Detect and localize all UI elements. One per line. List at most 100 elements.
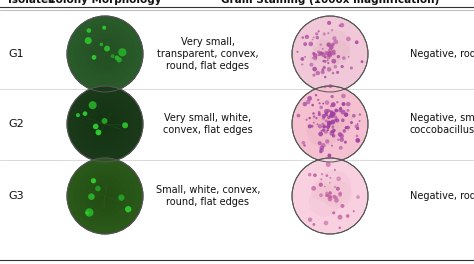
Text: Isolates: Isolates xyxy=(8,0,54,5)
Circle shape xyxy=(101,118,108,124)
Circle shape xyxy=(334,109,338,112)
Circle shape xyxy=(306,100,310,104)
Text: Negative, rod, short: Negative, rod, short xyxy=(410,49,474,59)
Text: Small, white, convex,
round, flat edges: Small, white, convex, round, flat edges xyxy=(156,185,260,207)
Circle shape xyxy=(95,114,115,134)
Circle shape xyxy=(69,88,141,160)
Circle shape xyxy=(334,118,337,121)
Circle shape xyxy=(87,28,91,33)
Circle shape xyxy=(356,127,359,130)
Circle shape xyxy=(315,57,317,59)
Circle shape xyxy=(312,73,316,77)
Circle shape xyxy=(100,191,110,201)
Circle shape xyxy=(79,28,131,80)
Circle shape xyxy=(322,114,326,118)
Circle shape xyxy=(111,54,115,58)
Circle shape xyxy=(329,121,333,125)
Circle shape xyxy=(319,106,323,109)
Circle shape xyxy=(346,126,350,129)
Circle shape xyxy=(322,129,325,132)
Circle shape xyxy=(309,42,313,46)
Circle shape xyxy=(329,131,334,136)
Circle shape xyxy=(331,125,334,128)
Circle shape xyxy=(325,192,329,195)
Circle shape xyxy=(308,173,311,176)
Circle shape xyxy=(325,139,329,144)
Circle shape xyxy=(318,124,322,129)
Circle shape xyxy=(343,129,346,133)
Circle shape xyxy=(315,94,317,96)
Circle shape xyxy=(309,185,340,217)
Circle shape xyxy=(308,124,312,128)
Circle shape xyxy=(322,103,324,105)
Circle shape xyxy=(296,51,299,53)
Circle shape xyxy=(334,65,337,69)
Circle shape xyxy=(330,120,335,124)
Circle shape xyxy=(318,111,320,114)
Circle shape xyxy=(324,129,328,134)
Circle shape xyxy=(311,104,314,106)
Circle shape xyxy=(338,193,342,197)
Circle shape xyxy=(332,134,335,138)
Circle shape xyxy=(328,197,332,201)
Circle shape xyxy=(340,204,345,208)
Circle shape xyxy=(85,37,91,44)
Circle shape xyxy=(337,215,343,220)
Circle shape xyxy=(317,99,319,101)
Circle shape xyxy=(319,43,322,46)
Circle shape xyxy=(118,195,125,201)
Circle shape xyxy=(301,57,304,61)
Circle shape xyxy=(346,109,349,112)
Circle shape xyxy=(321,53,325,57)
Circle shape xyxy=(324,51,328,55)
Circle shape xyxy=(319,102,321,104)
Circle shape xyxy=(100,119,110,129)
Circle shape xyxy=(355,40,359,44)
Circle shape xyxy=(317,123,319,125)
Circle shape xyxy=(95,186,100,191)
Circle shape xyxy=(95,186,115,206)
Circle shape xyxy=(346,102,351,106)
Circle shape xyxy=(328,48,332,53)
Circle shape xyxy=(337,55,340,58)
Circle shape xyxy=(328,195,332,199)
Circle shape xyxy=(318,30,350,62)
Circle shape xyxy=(345,126,348,129)
Circle shape xyxy=(356,138,360,143)
Circle shape xyxy=(327,112,328,114)
Circle shape xyxy=(86,211,89,215)
Circle shape xyxy=(82,111,87,116)
Circle shape xyxy=(303,42,307,46)
Circle shape xyxy=(327,21,331,25)
Circle shape xyxy=(100,43,103,46)
Circle shape xyxy=(90,181,120,211)
Circle shape xyxy=(306,114,339,147)
Circle shape xyxy=(319,51,323,55)
Circle shape xyxy=(321,122,324,125)
Circle shape xyxy=(324,186,326,187)
Circle shape xyxy=(322,48,324,50)
Circle shape xyxy=(330,110,334,114)
Circle shape xyxy=(306,119,308,121)
Circle shape xyxy=(102,26,106,30)
Circle shape xyxy=(334,196,338,200)
Circle shape xyxy=(292,86,368,162)
Circle shape xyxy=(336,187,340,191)
Circle shape xyxy=(304,56,306,58)
Circle shape xyxy=(310,45,338,73)
Circle shape xyxy=(330,112,334,116)
Circle shape xyxy=(316,170,351,205)
Circle shape xyxy=(311,186,316,191)
Circle shape xyxy=(328,195,331,198)
Circle shape xyxy=(318,113,321,116)
Circle shape xyxy=(74,23,136,85)
Circle shape xyxy=(342,56,346,60)
Circle shape xyxy=(326,162,331,167)
Circle shape xyxy=(88,193,95,200)
Circle shape xyxy=(319,148,324,153)
Circle shape xyxy=(327,121,331,125)
Circle shape xyxy=(100,49,110,59)
Circle shape xyxy=(292,16,368,92)
Circle shape xyxy=(89,101,97,109)
Circle shape xyxy=(313,39,335,61)
